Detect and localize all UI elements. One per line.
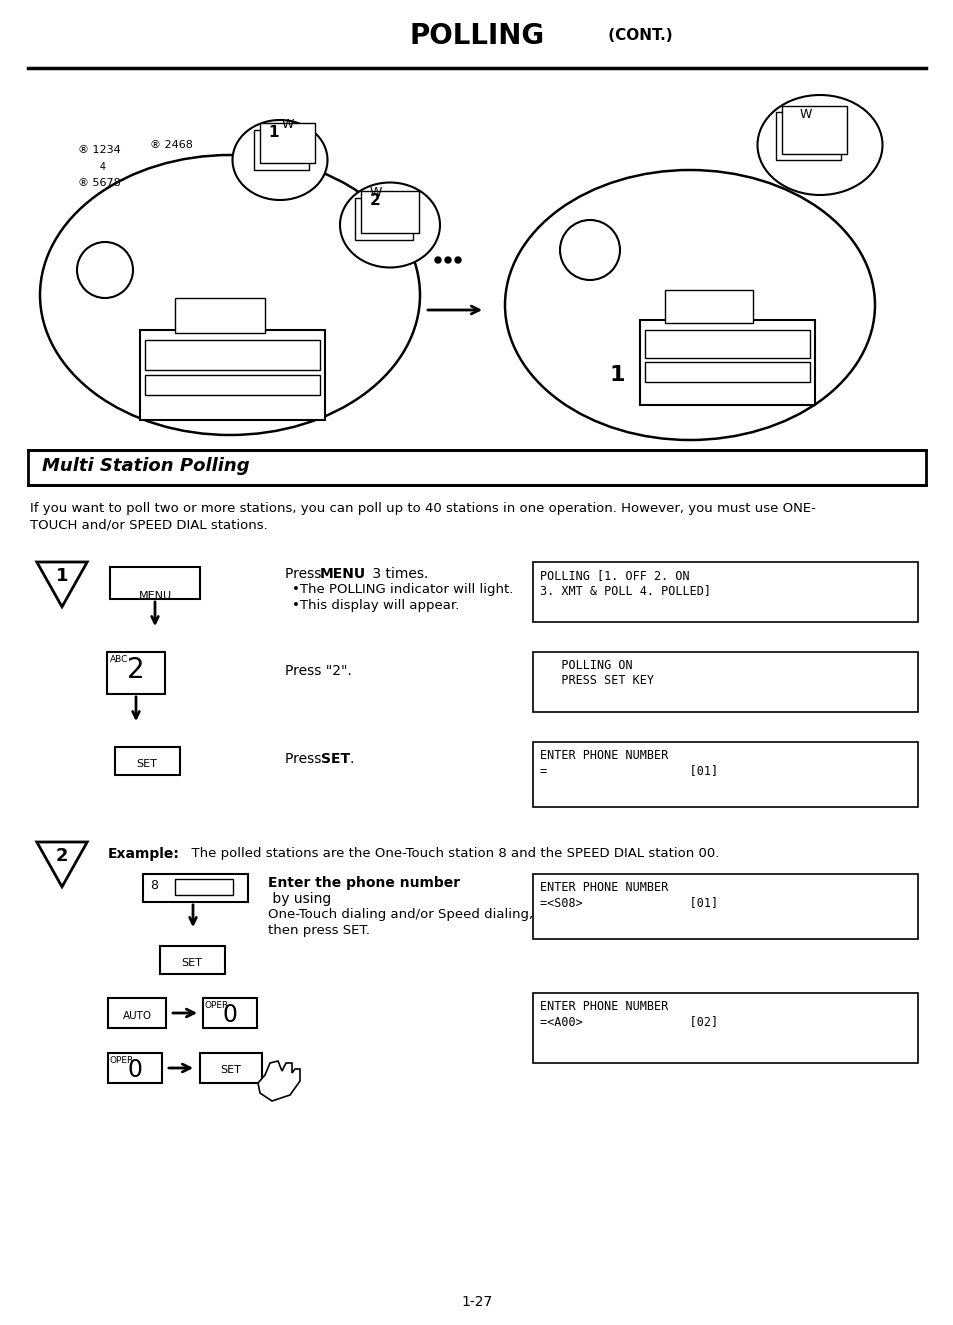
Bar <box>533 992 917 1063</box>
Text: ® 1234: ® 1234 <box>78 144 121 155</box>
Text: 2: 2 <box>127 656 145 684</box>
Text: Press: Press <box>285 753 325 766</box>
Text: •The POLLING indicator will light.: •The POLLING indicator will light. <box>292 583 513 596</box>
Text: POLLING: POLLING <box>409 23 544 50</box>
Text: W: W <box>282 118 294 131</box>
Polygon shape <box>37 562 87 607</box>
Text: 8: 8 <box>150 878 158 892</box>
Bar <box>360 191 418 233</box>
Text: Press: Press <box>285 567 325 580</box>
Bar <box>355 197 413 240</box>
Polygon shape <box>37 841 87 886</box>
Circle shape <box>455 257 460 262</box>
Bar <box>143 874 248 902</box>
Text: ABC: ABC <box>110 655 129 664</box>
Text: PRESS SET KEY: PRESS SET KEY <box>539 674 654 688</box>
Text: 3 times.: 3 times. <box>368 567 428 580</box>
Bar <box>781 106 846 154</box>
Bar <box>664 290 752 323</box>
Text: POLLING [1. OFF 2. ON: POLLING [1. OFF 2. ON <box>539 568 689 582</box>
Circle shape <box>435 257 440 262</box>
Text: W: W <box>800 109 812 121</box>
Text: =<S08>               [01]: =<S08> [01] <box>539 896 718 909</box>
Text: SET: SET <box>181 958 202 969</box>
Text: 3. XMT & POLL 4. POLLED]: 3. XMT & POLL 4. POLLED] <box>539 584 710 598</box>
Text: 1-27: 1-27 <box>461 1295 492 1309</box>
Bar <box>174 878 233 894</box>
Text: Multi Station Polling: Multi Station Polling <box>42 457 250 474</box>
Ellipse shape <box>339 183 439 268</box>
Text: MENU: MENU <box>138 591 172 602</box>
Text: (CONT.): (CONT.) <box>602 28 672 42</box>
Bar <box>533 652 917 712</box>
Bar <box>174 298 265 333</box>
Text: W: W <box>370 186 382 199</box>
Text: SET: SET <box>220 1065 241 1075</box>
Text: SET: SET <box>320 753 350 766</box>
Bar <box>110 567 200 599</box>
Bar <box>107 652 165 694</box>
Bar <box>200 1053 262 1083</box>
Text: ENTER PHONE NUMBER: ENTER PHONE NUMBER <box>539 881 667 894</box>
Circle shape <box>444 257 451 262</box>
Text: 4: 4 <box>78 162 106 172</box>
Ellipse shape <box>757 95 882 195</box>
Bar <box>533 742 917 807</box>
Bar <box>644 330 809 358</box>
Text: .: . <box>350 753 354 766</box>
Ellipse shape <box>233 121 327 200</box>
Bar <box>644 362 809 382</box>
Text: OPER: OPER <box>110 1056 134 1065</box>
Text: OPER: OPER <box>205 1000 229 1010</box>
Text: 2: 2 <box>55 847 69 865</box>
Circle shape <box>77 242 132 298</box>
Text: If you want to poll two or more stations, you can poll up to 40 stations in one : If you want to poll two or more stations… <box>30 502 815 515</box>
Text: Example:: Example: <box>108 847 180 861</box>
Polygon shape <box>257 1061 299 1101</box>
Text: The polled stations are the One-Touch station 8 and the SPEED DIAL station 00.: The polled stations are the One-Touch st… <box>183 847 719 860</box>
Circle shape <box>559 220 619 280</box>
Bar <box>145 341 319 370</box>
Text: •This display will appear.: •This display will appear. <box>292 599 458 612</box>
Bar <box>115 747 180 775</box>
Text: ® 5678: ® 5678 <box>78 178 121 188</box>
Bar <box>108 1053 162 1083</box>
Text: 2: 2 <box>370 193 380 208</box>
Ellipse shape <box>504 170 874 440</box>
Text: then press SET.: then press SET. <box>268 924 370 937</box>
Text: ENTER PHONE NUMBER: ENTER PHONE NUMBER <box>539 1000 667 1014</box>
Bar <box>108 998 166 1028</box>
Ellipse shape <box>40 155 419 435</box>
Text: =                    [01]: = [01] <box>539 765 718 778</box>
Text: 0: 0 <box>222 1003 237 1027</box>
Text: SET: SET <box>136 759 157 768</box>
Text: ENTER PHONE NUMBER: ENTER PHONE NUMBER <box>539 749 667 762</box>
Bar <box>160 946 225 974</box>
Text: ® 2468: ® 2468 <box>150 140 193 150</box>
Text: Enter the phone number: Enter the phone number <box>268 876 459 890</box>
Text: One-Touch dialing and/or Speed dialing,: One-Touch dialing and/or Speed dialing, <box>268 908 533 921</box>
Text: 0: 0 <box>128 1057 142 1083</box>
Text: 1: 1 <box>268 125 278 140</box>
Text: Press "2".: Press "2". <box>285 664 352 678</box>
Text: POLLING ON: POLLING ON <box>539 659 632 672</box>
Bar <box>253 130 309 170</box>
Text: 1: 1 <box>55 567 69 586</box>
Bar <box>140 330 325 420</box>
Bar <box>533 874 917 939</box>
Text: AUTO: AUTO <box>122 1011 152 1022</box>
Text: TOUCH and/or SPEED DIAL stations.: TOUCH and/or SPEED DIAL stations. <box>30 518 268 531</box>
Text: by using: by using <box>268 892 331 906</box>
Text: =<A00>               [02]: =<A00> [02] <box>539 1015 718 1028</box>
Text: MENU: MENU <box>319 567 366 580</box>
Bar <box>203 998 256 1028</box>
Bar <box>639 321 814 405</box>
Bar <box>28 451 925 485</box>
Text: 1: 1 <box>609 364 625 386</box>
Bar <box>145 375 319 395</box>
Bar <box>775 113 841 160</box>
Bar <box>260 123 314 163</box>
Bar <box>533 562 917 621</box>
